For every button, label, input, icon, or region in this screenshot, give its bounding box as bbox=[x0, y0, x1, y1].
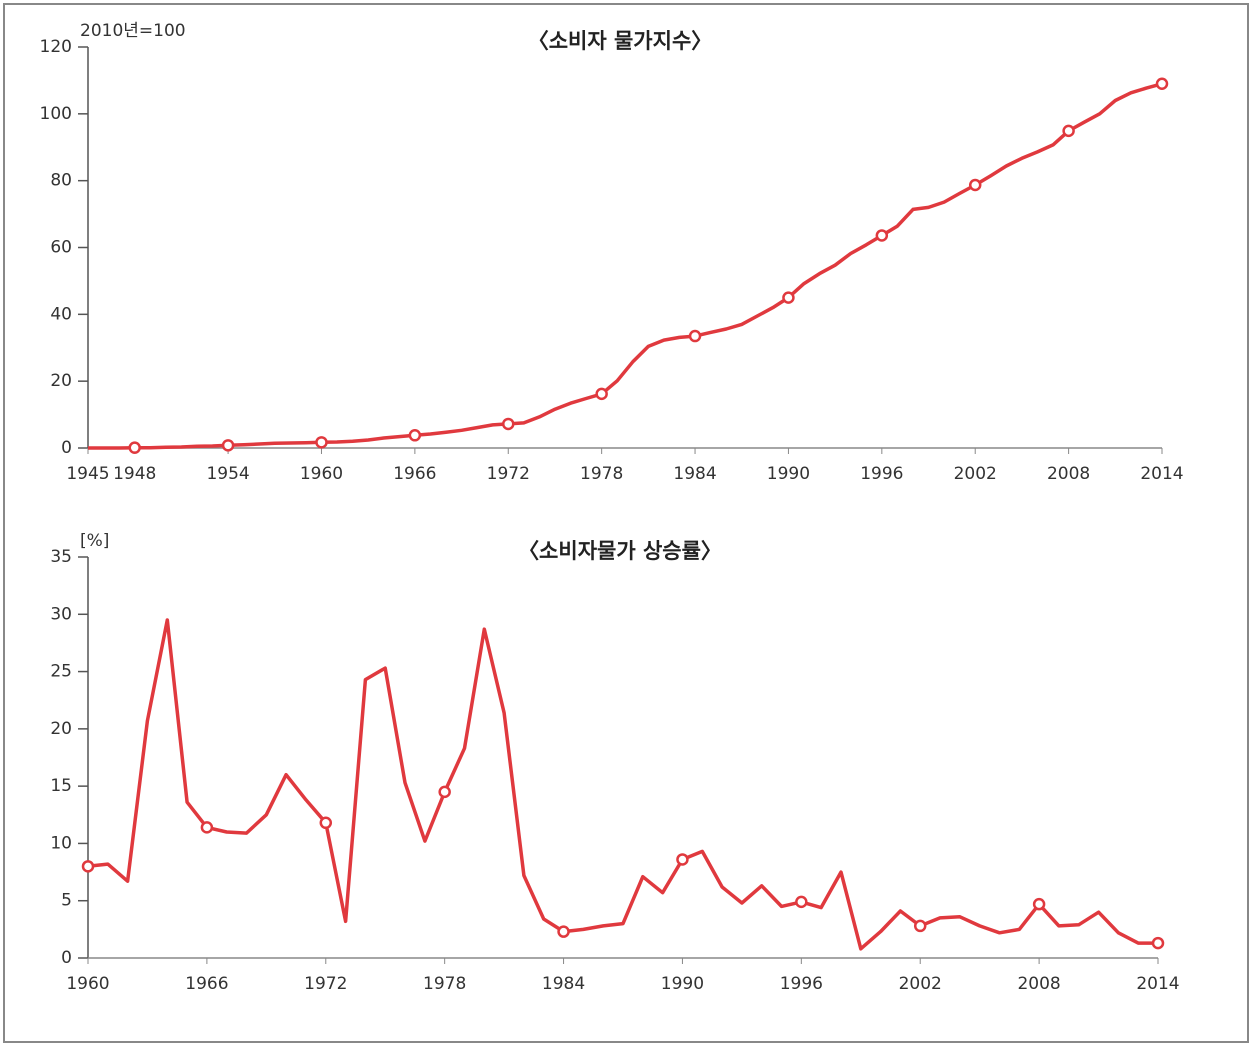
x-tick-label: 1945 bbox=[66, 464, 109, 484]
x-tick-label: 1948 bbox=[113, 464, 156, 484]
data-point bbox=[970, 180, 980, 190]
x-tick-label: 1990 bbox=[661, 974, 704, 994]
x-tick-label: 1984 bbox=[673, 464, 716, 484]
data-point bbox=[783, 293, 793, 303]
data-point bbox=[690, 331, 700, 341]
x-tick-label: 1966 bbox=[393, 464, 436, 484]
data-point bbox=[223, 440, 233, 450]
x-tick-label: 1954 bbox=[206, 464, 249, 484]
x-tick-label: 2008 bbox=[1047, 464, 1090, 484]
y-tick-label: 120 bbox=[40, 37, 72, 57]
data-point bbox=[915, 921, 925, 931]
chart-title: 〈소비자 물가지수〉 bbox=[528, 29, 713, 53]
y-tick-label: 35 bbox=[50, 547, 72, 567]
data-point bbox=[1157, 79, 1167, 89]
y-tick-label: 20 bbox=[50, 371, 72, 391]
y-tick-label: 5 bbox=[61, 891, 72, 911]
y-tick-label: 80 bbox=[50, 171, 72, 191]
data-point bbox=[410, 430, 420, 440]
page: 〈소비자 물가지수〉2010년=100020406080100120194519… bbox=[0, 0, 1253, 1047]
data-point bbox=[877, 230, 887, 240]
x-tick-label: 1996 bbox=[780, 974, 823, 994]
data-point bbox=[597, 389, 607, 399]
data-point bbox=[1153, 938, 1163, 948]
x-tick-label: 1960 bbox=[300, 464, 343, 484]
y-tick-label: 30 bbox=[50, 604, 72, 624]
data-line bbox=[88, 620, 1158, 949]
y-tick-label: 100 bbox=[40, 104, 72, 124]
x-tick-label: 1972 bbox=[304, 974, 347, 994]
chart-title: 〈소비자물가 상승률〉 bbox=[518, 539, 722, 563]
data-point bbox=[796, 897, 806, 907]
data-point bbox=[316, 437, 326, 447]
frame bbox=[4, 4, 1248, 1042]
x-tick-label: 1990 bbox=[767, 464, 810, 484]
data-point bbox=[1034, 899, 1044, 909]
y-axis-label: 2010년=100 bbox=[80, 21, 186, 41]
y-tick-label: 0 bbox=[61, 438, 72, 458]
data-point bbox=[503, 419, 513, 429]
x-tick-label: 2014 bbox=[1136, 974, 1179, 994]
data-point bbox=[677, 854, 687, 864]
data-point bbox=[321, 818, 331, 828]
x-tick-label: 1978 bbox=[580, 464, 623, 484]
data-line bbox=[88, 84, 1162, 448]
x-tick-label: 2002 bbox=[954, 464, 997, 484]
x-tick-label: 2002 bbox=[899, 974, 942, 994]
y-tick-label: 25 bbox=[50, 662, 72, 682]
x-tick-label: 1966 bbox=[185, 974, 228, 994]
y-tick-label: 60 bbox=[50, 238, 72, 258]
x-tick-label: 2014 bbox=[1140, 464, 1183, 484]
data-point bbox=[202, 822, 212, 832]
data-point bbox=[559, 927, 569, 937]
y-tick-label: 20 bbox=[50, 719, 72, 739]
x-tick-label: 2008 bbox=[1017, 974, 1060, 994]
x-tick-label: 1972 bbox=[487, 464, 530, 484]
data-point bbox=[83, 861, 93, 871]
x-tick-label: 1984 bbox=[542, 974, 585, 994]
data-point bbox=[1064, 126, 1074, 136]
data-point bbox=[440, 787, 450, 797]
x-tick-label: 1960 bbox=[66, 974, 109, 994]
y-tick-label: 40 bbox=[50, 304, 72, 324]
data-point bbox=[130, 443, 140, 453]
y-tick-label: 10 bbox=[50, 833, 72, 853]
y-tick-label: 0 bbox=[61, 948, 72, 968]
x-tick-label: 1996 bbox=[860, 464, 903, 484]
x-tick-label: 1978 bbox=[423, 974, 466, 994]
y-tick-label: 15 bbox=[50, 776, 72, 796]
y-axis-label: [%] bbox=[80, 531, 109, 551]
